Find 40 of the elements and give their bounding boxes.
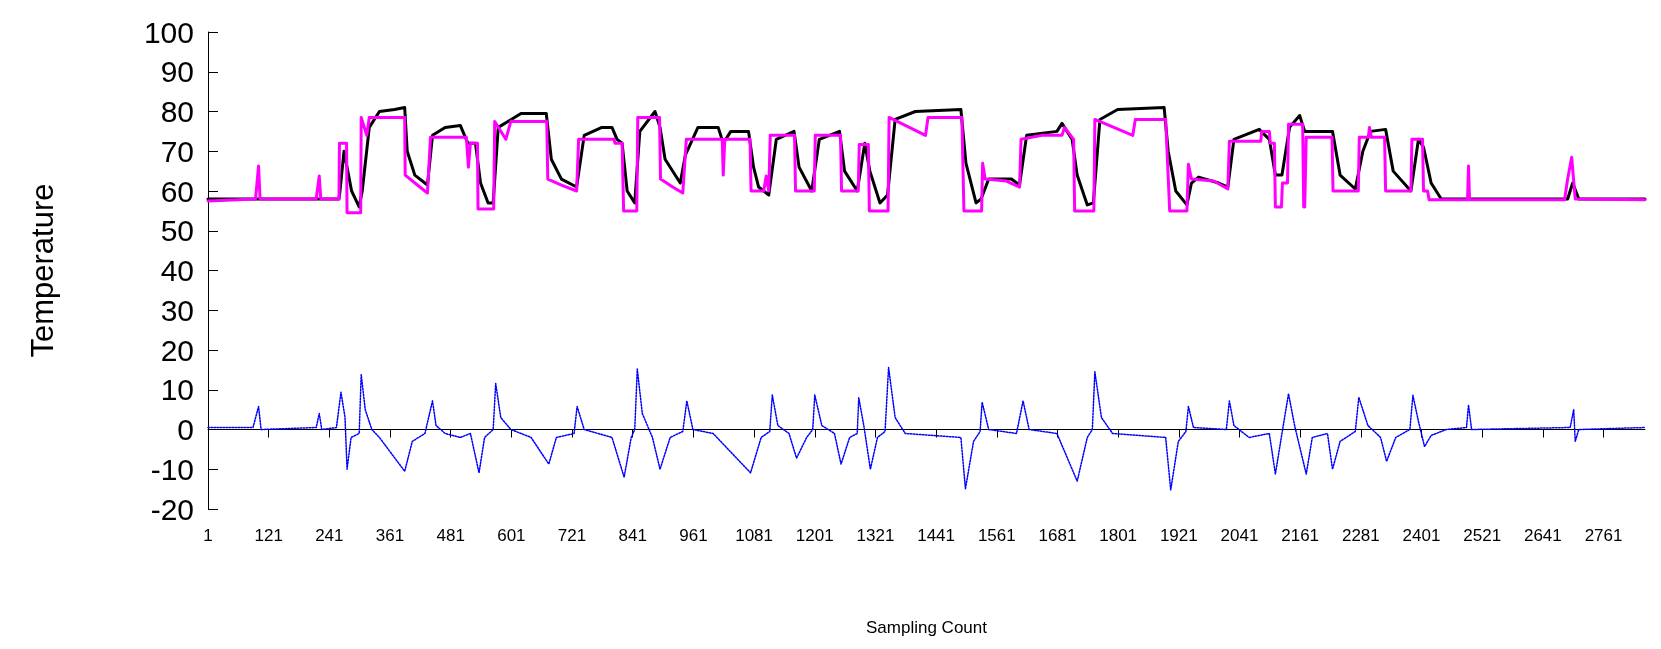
x-tick-label: 721 bbox=[557, 526, 587, 545]
x-tick-label: 1921 bbox=[1159, 526, 1198, 545]
y-tick-label: 20 bbox=[160, 333, 194, 367]
x-tick-label: 1681 bbox=[1038, 526, 1077, 545]
y-tick-label: 40 bbox=[160, 254, 194, 287]
x-tick-label: 601 bbox=[497, 526, 526, 545]
x-tick-label: 2521 bbox=[1463, 526, 1502, 545]
y-tick-label: 10 bbox=[160, 373, 194, 407]
x-tick-label: 2641 bbox=[1523, 526, 1562, 545]
x-tick-label: 961 bbox=[679, 526, 708, 545]
y-tick-label: 50 bbox=[160, 214, 194, 248]
x-tick-label: 1201 bbox=[795, 526, 834, 545]
x-tick-label: 481 bbox=[436, 526, 465, 545]
x-tick-label: 1321 bbox=[856, 526, 895, 545]
x-tick-label: 1 bbox=[203, 526, 213, 545]
y-tick-label: -10 bbox=[150, 452, 194, 486]
line-series bbox=[207, 366, 1646, 491]
y-tick-label: 60 bbox=[160, 174, 194, 208]
y-tick-label: -20 bbox=[150, 492, 194, 526]
y-axis-title: Temperature bbox=[25, 183, 60, 358]
x-tick-label: 2761 bbox=[1584, 526, 1623, 545]
x-tick-label: 2401 bbox=[1402, 526, 1441, 545]
x-tick-label: 1801 bbox=[1099, 526, 1138, 545]
x-tick-label: 121 bbox=[254, 526, 283, 545]
x-tick-label: 241 bbox=[315, 526, 344, 545]
x-tick-label: 2041 bbox=[1220, 526, 1259, 545]
x-tick-label: 2281 bbox=[1341, 526, 1380, 545]
y-tick-label: 80 bbox=[160, 95, 194, 128]
y-tick-label: 100 bbox=[143, 15, 194, 49]
y-tick-label: 0 bbox=[177, 413, 194, 446]
x-tick-label: 1441 bbox=[917, 526, 956, 545]
x-axis-title: Sampling Count bbox=[866, 618, 988, 637]
y-tick-label: 90 bbox=[160, 55, 194, 89]
y-tick-label: 70 bbox=[160, 134, 194, 168]
x-tick-label: 2161 bbox=[1281, 526, 1320, 545]
x-tick-label: 1081 bbox=[735, 526, 773, 545]
y-tick-label: 30 bbox=[160, 293, 194, 327]
x-tick-label: 361 bbox=[375, 526, 405, 545]
x-tick-label: 841 bbox=[618, 526, 647, 545]
x-tick-label: 1561 bbox=[977, 526, 1016, 545]
